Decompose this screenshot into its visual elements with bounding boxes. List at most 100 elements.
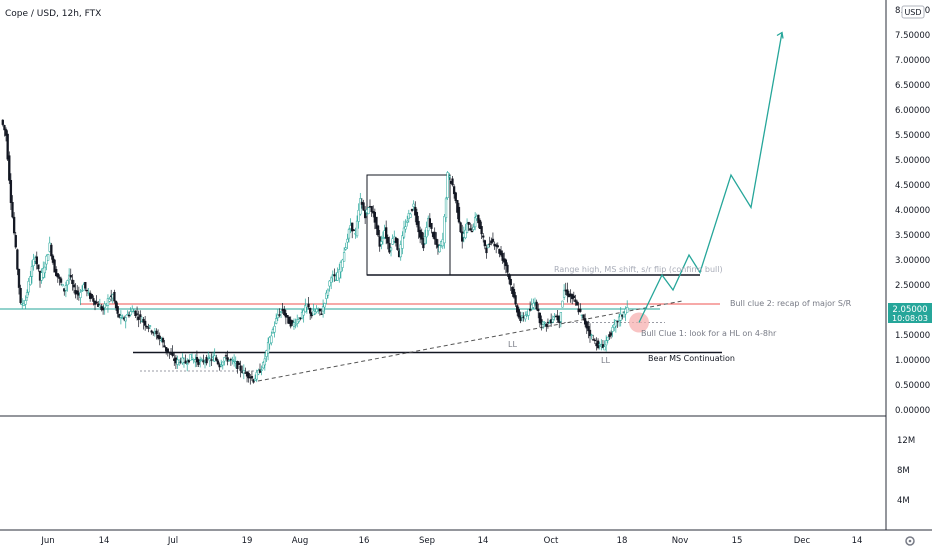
candle-body xyxy=(207,356,210,359)
candle-body xyxy=(9,180,13,203)
candle-body xyxy=(8,155,11,181)
candle-body xyxy=(144,320,147,326)
candle-body xyxy=(370,205,373,213)
candle-body xyxy=(304,305,307,313)
candle-body xyxy=(347,229,351,239)
candle-body xyxy=(352,229,355,231)
candle-body xyxy=(483,240,486,247)
candle-body xyxy=(148,325,152,327)
candle-body xyxy=(318,308,322,312)
price-tick-label: 3.50000 xyxy=(895,231,930,241)
candle-body xyxy=(363,210,367,219)
candle-body xyxy=(119,315,123,318)
candle-body xyxy=(253,378,257,381)
candle-body xyxy=(491,238,495,242)
price-tick-label: 7.50000 xyxy=(895,31,930,41)
candle-body xyxy=(451,178,454,186)
time-tick-label: 16 xyxy=(359,536,370,546)
candle-body xyxy=(12,216,16,234)
candle-body xyxy=(114,301,118,309)
candle-body xyxy=(517,309,520,318)
candle-body xyxy=(32,259,35,267)
candle-body xyxy=(579,308,582,312)
candle-body xyxy=(574,299,577,303)
candle-body xyxy=(469,228,472,231)
candle-body xyxy=(606,336,609,341)
price-tick-label: 3.00000 xyxy=(895,256,930,266)
price-tick-label: 6.00000 xyxy=(895,106,930,116)
candle-body xyxy=(562,289,566,298)
candle-body xyxy=(608,334,611,337)
time-tick-label: 15 xyxy=(732,536,743,546)
candle-body xyxy=(221,361,224,366)
candle-body xyxy=(46,254,50,261)
time-axis[interactable]: Jun 14 Jul 19 Aug 16 Sep 14 Oct 18 Nov 15 Dec 14 xyxy=(40,536,862,546)
candle-body xyxy=(402,227,406,238)
candle-body xyxy=(278,314,281,316)
candle-body xyxy=(559,312,563,322)
candle-body xyxy=(380,241,383,245)
candle-body xyxy=(367,207,370,214)
candle-body xyxy=(601,344,605,348)
candle-body xyxy=(103,303,106,308)
currency-badge[interactable]: USD xyxy=(901,5,925,19)
candle-body xyxy=(338,269,341,279)
candle-body xyxy=(519,315,522,321)
candle-body xyxy=(504,259,508,267)
candle-body xyxy=(433,231,436,240)
candle-body xyxy=(499,250,503,256)
price-axis[interactable]: 8.000007.500007.000006.500006.000005.500… xyxy=(895,6,930,416)
candle-body xyxy=(355,220,359,237)
candle-body xyxy=(410,209,414,211)
candle-body xyxy=(614,320,618,327)
candle-body xyxy=(585,321,588,329)
candle-body xyxy=(166,348,169,353)
candle-body xyxy=(224,355,228,357)
candle-body xyxy=(524,315,527,320)
candle-body xyxy=(467,221,470,225)
current-price-value: 2.05000 xyxy=(892,305,927,315)
candle-body xyxy=(420,231,423,240)
settings-gear-icon[interactable] xyxy=(905,536,915,546)
candle-body xyxy=(456,200,459,213)
candle-body xyxy=(622,312,626,318)
candle-body xyxy=(330,277,333,283)
candle-body xyxy=(231,359,234,361)
candle-body xyxy=(546,321,550,324)
candle-body xyxy=(548,322,551,325)
candle-body xyxy=(37,264,40,270)
candle-body xyxy=(184,360,187,364)
price-tick-label: 7.00000 xyxy=(895,56,930,66)
candle-body xyxy=(92,298,95,302)
range-box xyxy=(366,174,451,276)
trendline xyxy=(257,300,683,382)
candle-body xyxy=(308,307,312,314)
price-tick-label: 1.50000 xyxy=(895,331,930,341)
candle-body xyxy=(262,362,265,369)
candle-body xyxy=(452,186,456,195)
candle-body xyxy=(359,198,362,215)
candle-body xyxy=(509,278,512,286)
candle-body xyxy=(161,338,165,343)
candle-body xyxy=(527,309,530,316)
candle-body xyxy=(258,369,262,373)
annotation-ll-2: LL xyxy=(601,356,610,365)
candle-body xyxy=(482,235,485,238)
candle-body xyxy=(328,280,331,287)
candle-body xyxy=(35,256,38,265)
price-tick-label: 4.50000 xyxy=(895,181,930,191)
annotation-bull-clue-1: Bull Clue 1: look for a HL on 4-8hr xyxy=(641,329,777,338)
candle-body xyxy=(446,172,449,198)
candle-body xyxy=(396,238,399,250)
candle-body xyxy=(572,295,575,299)
candle-body xyxy=(444,198,448,219)
candle-body xyxy=(197,359,200,365)
time-tick-label: Aug xyxy=(292,536,309,546)
price-tick-label: 0.00000 xyxy=(895,406,930,416)
candle-body xyxy=(17,268,21,288)
price-tick-label: 5.50000 xyxy=(895,131,930,141)
candle-body xyxy=(376,225,380,236)
time-tick-label: 19 xyxy=(242,536,253,546)
